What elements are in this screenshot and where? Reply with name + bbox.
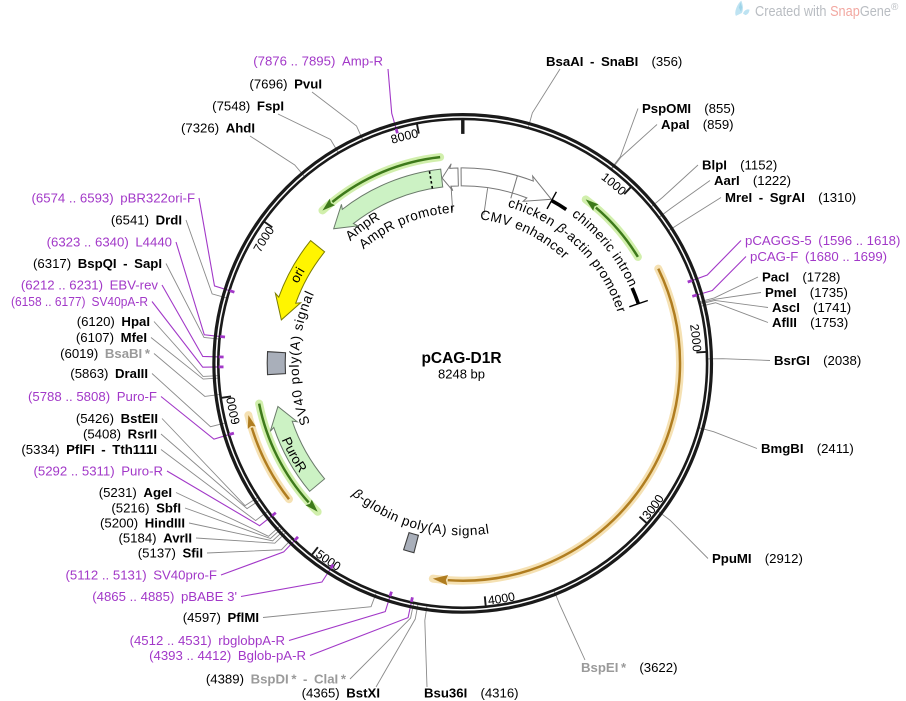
- svg-text:(6107) MfeI: (6107) MfeI: [76, 330, 147, 345]
- svg-text:(5292 .. 5311) Puro-R: (5292 .. 5311) Puro-R: [33, 464, 163, 479]
- svg-text:PspOMI (855): PspOMI (855): [642, 101, 735, 116]
- svg-text:BmgBI (2411): BmgBI (2411): [761, 441, 854, 456]
- svg-text:ori: ori: [287, 265, 307, 286]
- svg-text:(5788 .. 5808) Puro-F: (5788 .. 5808) Puro-F: [28, 389, 157, 404]
- svg-text:(5426) BstEII: (5426) BstEII: [76, 411, 158, 426]
- svg-text:BsaAI - SnaBI (356): BsaAI - SnaBI (356): [546, 54, 682, 69]
- svg-text:BsrGI (2038): BsrGI (2038): [774, 353, 861, 368]
- svg-text:(6120) HpaI: (6120) HpaI: [77, 314, 150, 329]
- svg-text:(7696) PvuI: (7696) PvuI: [249, 77, 322, 92]
- svg-text:(5863) DraIII: (5863) DraIII: [70, 366, 148, 381]
- svg-text:(4389) BspDI * - ClaI *: (4389) BspDI * - ClaI *: [206, 672, 347, 687]
- svg-text:(5408) RsrII: (5408) RsrII: [83, 427, 157, 442]
- svg-text:(5137) SfiI: (5137) SfiI: [138, 546, 203, 561]
- svg-text:(5231) AgeI: (5231) AgeI: [99, 485, 172, 500]
- svg-text:Bsu36I (4316): Bsu36I (4316): [424, 686, 519, 701]
- svg-text:(5200) HindIII: (5200) HindIII: [100, 516, 185, 531]
- svg-text:(4512 .. 4531) rbglobpA-R: (4512 .. 4531) rbglobpA-R: [130, 633, 285, 648]
- svg-text:MreI - SgrAI (1310): MreI - SgrAI (1310): [725, 190, 856, 205]
- svg-text:AarI (1222): AarI (1222): [714, 173, 791, 188]
- svg-text:(7548) FspI: (7548) FspI: [212, 99, 284, 114]
- svg-text:(6574 .. 6593) pBR322ori-F: (6574 .. 6593) pBR322ori-F: [32, 191, 195, 206]
- svg-text:®: ®: [891, 2, 899, 13]
- svg-text:PmeI (1735): PmeI (1735): [765, 285, 848, 300]
- svg-text:ApaI (859): ApaI (859): [661, 117, 734, 132]
- svg-text:(6158 .. 6177) SV40pA-R: (6158 .. 6177) SV40pA-R: [11, 294, 148, 309]
- svg-text:(5216) SbfI: (5216) SbfI: [111, 501, 181, 516]
- svg-text:PpuMI (2912): PpuMI (2912): [712, 551, 803, 566]
- svg-text:pCAG-D1R: pCAG-D1R: [421, 350, 501, 367]
- svg-text:(6323 .. 6340) L4440: (6323 .. 6340) L4440: [47, 235, 172, 250]
- svg-text:8248 bp: 8248 bp: [438, 367, 485, 382]
- svg-text:BlpI (1152): BlpI (1152): [702, 158, 777, 173]
- svg-text:BspEI * (3622): BspEI * (3622): [581, 660, 677, 675]
- svg-text:(6317) BspQI - SapI: (6317) BspQI - SapI: [33, 256, 162, 271]
- svg-text:(6541) DrdI: (6541) DrdI: [111, 213, 182, 228]
- svg-text:(5184) AvrII: (5184) AvrII: [118, 531, 192, 546]
- svg-text:pCAGGS-5 (1596 .. 1618): pCAGGS-5 (1596 .. 1618): [745, 233, 900, 248]
- svg-text:Created with SnapGene: Created with SnapGene: [755, 4, 891, 20]
- svg-text:6000: 6000: [224, 396, 243, 426]
- svg-text:pCAG-F (1680 .. 1699): pCAG-F (1680 .. 1699): [750, 249, 887, 264]
- svg-text:(4393 .. 4412) Bglob-pA-R: (4393 .. 4412) Bglob-pA-R: [149, 648, 306, 663]
- svg-text:AscI (1741): AscI (1741): [772, 300, 851, 315]
- svg-text:(4865 .. 4885) pBABE 3': (4865 .. 4885) pBABE 3': [92, 589, 237, 604]
- svg-text:(5334) PflFI - Tth111I: (5334) PflFI - Tth111I: [21, 442, 157, 457]
- svg-text:PacI (1728): PacI (1728): [762, 270, 840, 285]
- svg-text:4000: 4000: [487, 589, 516, 607]
- svg-text:(6019) BsaBI *: (6019) BsaBI *: [60, 346, 151, 361]
- svg-text:(7326) AhdI: (7326) AhdI: [181, 121, 255, 136]
- svg-text:(6212 .. 6231) EBV-rev: (6212 .. 6231) EBV-rev: [21, 278, 158, 293]
- svg-text:(5112 .. 5131) SV40pro-F: (5112 .. 5131) SV40pro-F: [65, 568, 217, 583]
- svg-text:AflII (1753): AflII (1753): [772, 315, 848, 330]
- svg-text:(7876 .. 7895) Amp-R: (7876 .. 7895) Amp-R: [253, 54, 383, 69]
- svg-text:(4597) PflMI: (4597) PflMI: [183, 610, 259, 625]
- svg-text:(4365) BstXI: (4365) BstXI: [302, 686, 380, 701]
